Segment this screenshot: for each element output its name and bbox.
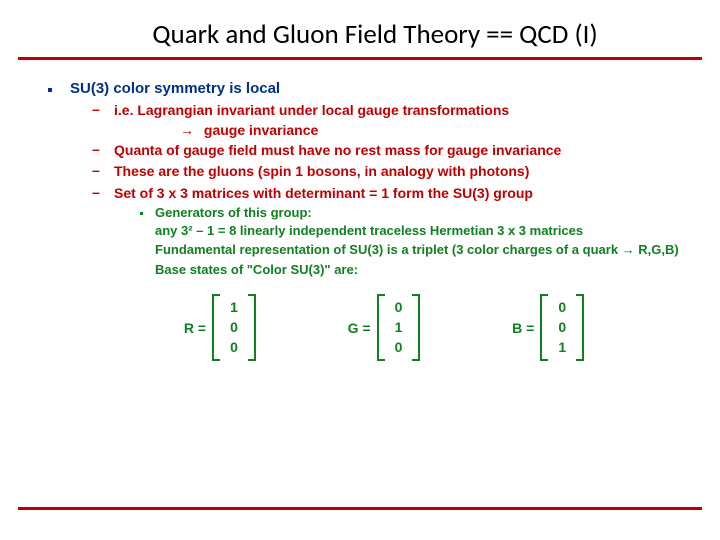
level2-item: – These are the gluons (spin 1 bosons, i… (92, 162, 690, 180)
dash-icon: – (92, 184, 104, 200)
bottom-underline (18, 507, 702, 510)
left-bracket-icon (377, 294, 385, 361)
matrix-value: 1 (558, 338, 566, 358)
matrix-value: 1 (395, 318, 403, 338)
matrix-label: R = (184, 320, 206, 336)
level3-item: Generators of this group: (140, 205, 690, 220)
green-text-line: any 3² – 1 = 8 linearly independent trac… (48, 222, 690, 240)
level2-item: – Set of 3 x 3 matrices with determinant… (92, 184, 690, 202)
matrix-value: 0 (230, 318, 238, 338)
right-bracket-icon (576, 294, 584, 361)
level2-text: These are the gluons (spin 1 bosons, in … (114, 162, 529, 180)
right-bracket-icon (412, 294, 420, 361)
matrix-value: 0 (230, 338, 238, 358)
level2-text: i.e. Lagrangian invariant under local ga… (114, 101, 509, 119)
level1-bullet: SU(3) color symmetry is local (48, 80, 690, 97)
green-text-line: Base states of "Color SU(3)" are: (48, 261, 690, 279)
green-text-line: Fundamental representation of SU(3) is a… (48, 241, 690, 259)
matrix-G: G = 0 1 0 (348, 294, 421, 361)
left-bracket-icon (212, 294, 220, 361)
slide-content: SU(3) color symmetry is local – i.e. Lag… (0, 60, 720, 361)
bullet-dot-icon (48, 88, 52, 92)
matrix-B: B = 0 0 1 (512, 294, 584, 361)
matrix-value: 0 (558, 318, 566, 338)
level2-list: – i.e. Lagrangian invariant under local … (48, 101, 690, 202)
matrix-value: 0 (395, 298, 403, 318)
level2-text: Quanta of gauge field must have no rest … (114, 141, 561, 159)
arrow-icon: → (180, 122, 194, 138)
level3-text: Generators of this group: (155, 205, 312, 220)
level2-item: – i.e. Lagrangian invariant under local … (92, 101, 690, 119)
level2-text: Set of 3 x 3 matrices with determinant =… (114, 184, 533, 202)
level3-list: Generators of this group: (48, 205, 690, 220)
level2-item: – Quanta of gauge field must have no res… (92, 141, 690, 159)
matrix-value: 1 (230, 298, 238, 318)
dash-icon: – (92, 101, 104, 117)
arrow-text: gauge invariance (204, 122, 318, 138)
right-bracket-icon (248, 294, 256, 361)
left-bracket-icon (540, 294, 548, 361)
matrix-label: G = (348, 320, 371, 336)
dash-icon: – (92, 162, 104, 178)
level1-text: SU(3) color symmetry is local (70, 80, 280, 97)
arrow-line: → gauge invariance (92, 122, 690, 138)
matrices-row: R = 1 0 0 G = 0 1 0 (48, 280, 690, 361)
dash-icon: – (92, 141, 104, 157)
bullet-dot-icon (140, 212, 143, 215)
matrix-label: B = (512, 320, 534, 336)
matrix-value: 0 (558, 298, 566, 318)
matrix-R: R = 1 0 0 (184, 294, 256, 361)
slide-title: Quark and Gluon Field Theory == QCD (I) (0, 0, 720, 57)
matrix-value: 0 (395, 338, 403, 358)
